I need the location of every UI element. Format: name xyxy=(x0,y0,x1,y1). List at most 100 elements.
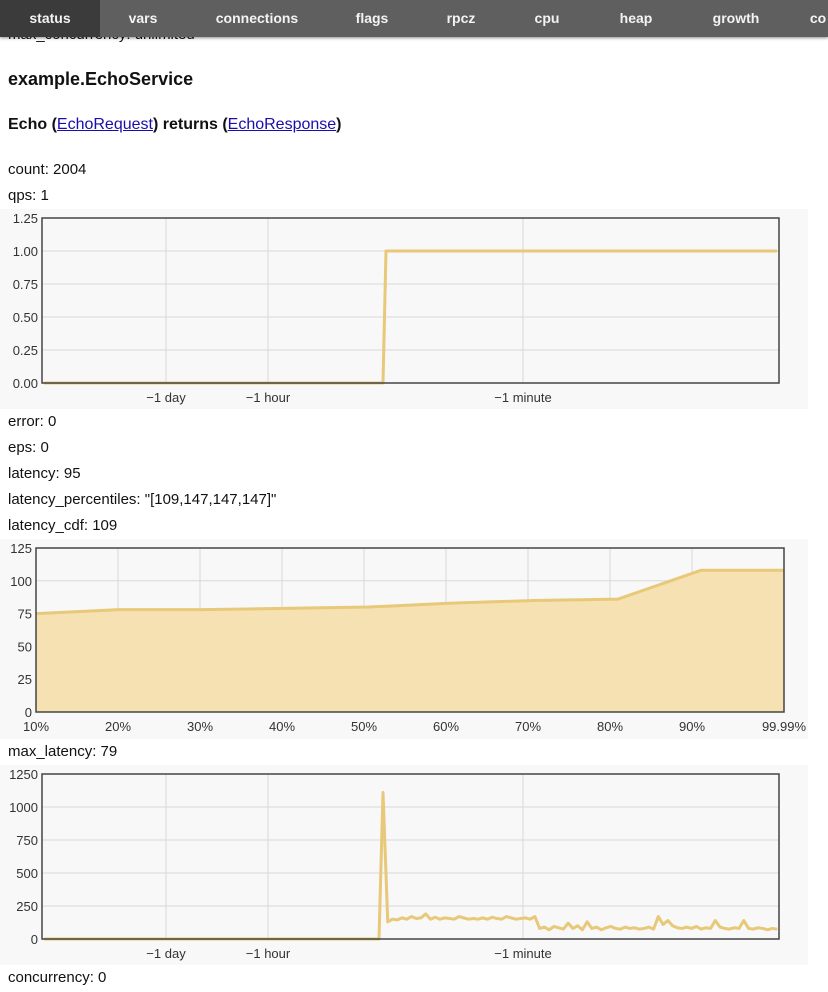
data-point xyxy=(539,927,541,930)
data-point xyxy=(743,919,745,922)
y-tick-label: 125 xyxy=(10,541,32,556)
data-point xyxy=(482,917,484,919)
data-point xyxy=(733,927,735,929)
data-point xyxy=(415,917,417,920)
data-point xyxy=(425,913,427,915)
request-type-link[interactable]: EchoRequest xyxy=(56,116,153,133)
method-name: Echo xyxy=(8,116,48,133)
data-point xyxy=(624,926,626,928)
y-tick-label: 750 xyxy=(16,833,38,848)
latency-percentiles-stat[interactable]: latency_percentiles: "[109,147,147,147]" xyxy=(8,491,277,508)
data-point xyxy=(472,250,474,252)
x-tick-label: −1 hour xyxy=(246,946,291,961)
data-point xyxy=(657,915,659,918)
x-tick-label: 80% xyxy=(597,719,623,734)
tab-co[interactable]: co xyxy=(809,10,827,26)
data-point xyxy=(548,929,550,931)
series-area-fill xyxy=(36,570,784,712)
data-point xyxy=(714,919,716,922)
data-point xyxy=(586,921,588,923)
data-point xyxy=(448,917,451,920)
tab-vars[interactable]: vars xyxy=(128,10,158,26)
x-tick-label: 70% xyxy=(515,719,541,734)
data-point xyxy=(572,927,574,930)
data-point xyxy=(652,928,655,930)
data-point xyxy=(667,919,669,922)
y-tick-label: 250 xyxy=(16,899,38,914)
tab-heap[interactable]: heap xyxy=(619,10,653,26)
latency-cdf-chart: 0 25 50 75 100 125 10% 20% 30% 40% 50% 60% 70% 80% 90%… xyxy=(0,539,808,739)
data-point xyxy=(629,927,631,930)
latency-cdf-stat[interactable]: latency_cdf: 109 xyxy=(8,517,118,534)
data-point xyxy=(543,926,545,928)
series-line xyxy=(35,568,784,616)
plot-frame xyxy=(41,217,780,384)
x-tick-label: 50% xyxy=(351,719,377,734)
data-point xyxy=(600,929,602,931)
y-tick-label: 0.50 xyxy=(13,310,38,325)
qps-stat[interactable]: qps: 1 xyxy=(8,187,49,204)
data-point xyxy=(467,918,470,920)
data-point xyxy=(385,250,387,252)
data-point xyxy=(406,918,408,920)
y-tick-label: 1250 xyxy=(9,767,38,782)
data-point xyxy=(562,928,564,930)
x-tick-label: 90% xyxy=(679,719,705,734)
data-point xyxy=(581,929,583,931)
data-point xyxy=(428,250,431,252)
y-tick-label: 50 xyxy=(18,639,32,654)
y-tick-label: 0 xyxy=(25,705,32,720)
data-point xyxy=(453,918,455,920)
data-point xyxy=(617,598,619,600)
data-point xyxy=(596,926,598,928)
data-point xyxy=(709,927,712,930)
data-point xyxy=(615,927,617,930)
data-point xyxy=(559,250,561,252)
data-point xyxy=(387,921,389,923)
error-stat[interactable]: error: 0 xyxy=(8,413,57,430)
y-tick-label: 1.00 xyxy=(13,244,38,259)
data-point xyxy=(553,925,555,928)
data-point xyxy=(472,917,474,920)
eps-stat[interactable]: eps: 0 xyxy=(8,439,49,456)
data-point xyxy=(118,609,120,611)
data-point xyxy=(284,607,286,609)
concurrency-stat[interactable]: concurrency: 0 xyxy=(8,969,107,986)
data-point xyxy=(429,918,432,920)
data-point xyxy=(391,918,394,920)
data-point xyxy=(439,918,441,920)
max-latency-chart: 0 250 500 750 1000 1250 −1 day −1 hour −1 minute xyxy=(0,765,808,965)
max-latency-stat[interactable]: max_latency: 79 xyxy=(8,743,118,760)
service-name-heading: example.EchoService xyxy=(8,69,194,89)
data-point xyxy=(534,599,536,602)
data-point xyxy=(444,917,446,919)
data-point xyxy=(610,925,612,928)
data-point xyxy=(524,917,527,919)
method-signature: Echo (EchoRequest) returns (EchoResponse… xyxy=(8,116,341,134)
top-nav-bar: status vars connections flags rpcz cpu heap gro… xyxy=(0,0,828,37)
y-tick-label: 0.00 xyxy=(13,376,38,391)
tab-flags[interactable]: flags xyxy=(355,10,389,26)
tab-connections[interactable]: connections xyxy=(215,10,299,26)
data-point xyxy=(776,928,778,930)
data-point xyxy=(534,915,536,918)
data-point xyxy=(477,918,479,920)
latency-stat[interactable]: latency: 95 xyxy=(8,465,81,482)
method-returns-text: ) returns ( xyxy=(152,116,228,133)
data-point xyxy=(515,918,517,920)
data-point xyxy=(646,250,648,252)
data-point xyxy=(619,928,621,930)
tab-status[interactable]: status xyxy=(0,0,100,37)
tab-rpcz[interactable]: rpcz xyxy=(446,10,476,26)
data-point xyxy=(681,927,683,930)
x-tick-label: 40% xyxy=(269,719,295,734)
x-tick-label: −1 day xyxy=(146,390,186,405)
y-tick-label: 100 xyxy=(10,574,32,589)
plot-frame xyxy=(35,547,785,713)
response-type-link[interactable]: EchoResponse xyxy=(227,116,337,133)
data-point xyxy=(434,916,436,918)
tab-cpu[interactable]: cpu xyxy=(534,10,560,26)
data-point xyxy=(757,927,759,929)
x-tick-label: 99.99% xyxy=(762,719,807,734)
tab-growth[interactable]: growth xyxy=(712,10,760,26)
